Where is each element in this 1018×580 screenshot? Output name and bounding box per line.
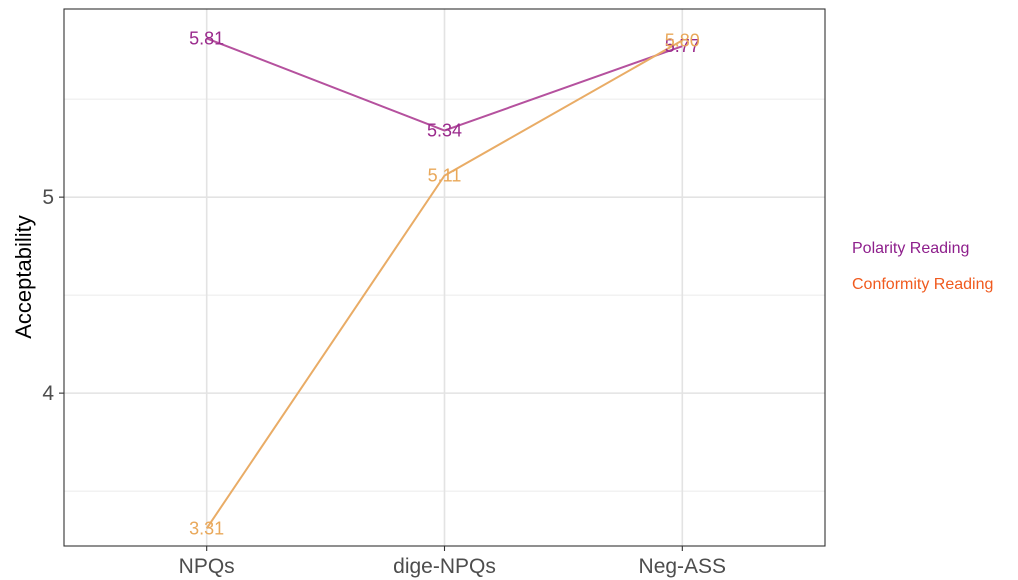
legend-entry: Polarity Reading	[852, 240, 969, 257]
series-line-1	[205, 39, 683, 529]
x-tick-label: NPQs	[179, 555, 235, 578]
y-tick-label: 5	[42, 186, 54, 209]
data-label: 5.77	[665, 36, 700, 56]
y-axis: 45	[42, 186, 64, 405]
y-tick-label: 4	[42, 382, 54, 405]
legend-entry: Conformity Reading	[852, 276, 993, 293]
y-axis-title: Acceptability	[11, 215, 36, 339]
data-label: 5.80	[665, 30, 700, 50]
series-lines	[205, 37, 683, 529]
data-label: 5.34	[427, 121, 462, 141]
major-gridlines	[64, 9, 825, 546]
series-line-0	[206, 37, 683, 132]
data-label: 5.81	[189, 28, 224, 48]
x-tick-label: dige-NPQs	[393, 555, 496, 578]
data-labels: 5.81 5.34 5.77 3.31 5.11 5.80	[189, 28, 700, 538]
data-label: 5.11	[428, 166, 462, 186]
data-label: 3.31	[189, 518, 224, 538]
legend: Polarity Reading Conformity Reading	[852, 240, 993, 293]
x-axis: NPQs dige-NPQs Neg-ASS	[179, 546, 726, 578]
x-tick-label: Neg-ASS	[639, 555, 727, 578]
